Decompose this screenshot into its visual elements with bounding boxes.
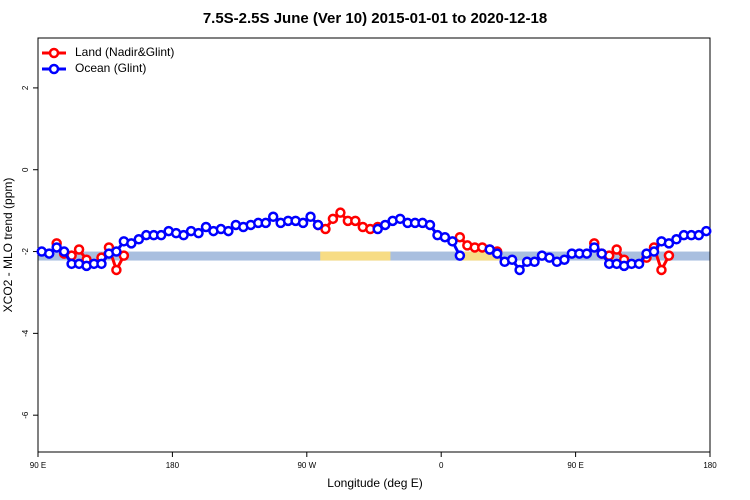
data-point	[58, 246, 70, 257]
x-tick-label: 180	[703, 461, 717, 470]
data-point	[671, 234, 682, 245]
x-tick-label: 90 E	[30, 461, 46, 470]
data-point	[133, 234, 145, 245]
data-point	[514, 264, 525, 276]
data-point	[596, 248, 607, 259]
data-point	[581, 248, 593, 259]
data-point	[701, 225, 712, 237]
data-point	[312, 219, 324, 231]
data-point	[663, 250, 675, 261]
series-line	[55, 210, 671, 274]
data-point	[327, 213, 339, 225]
data-point	[379, 219, 391, 231]
chart-title: 7.5S-2.5S June (Ver 10) 2015-01-01 to 20…	[203, 10, 547, 27]
data-point	[693, 229, 705, 241]
y-axis-label: XCO2 - MLO trend (ppm)	[1, 178, 15, 313]
data-point	[439, 231, 451, 243]
data-point	[394, 213, 406, 225]
data-point	[559, 254, 570, 265]
data-point	[350, 215, 361, 227]
data-point	[223, 225, 234, 237]
x-axis-label: Longitude (deg E)	[327, 476, 422, 490]
data-point	[297, 217, 309, 229]
data-point	[51, 242, 62, 253]
data-point	[96, 258, 107, 270]
data-point	[611, 244, 622, 255]
data-point	[633, 258, 645, 270]
y-tick-label: 2	[21, 85, 30, 90]
land-band	[320, 251, 391, 261]
data-point	[200, 221, 212, 233]
data-point	[118, 250, 130, 261]
plot-frame	[37, 37, 711, 453]
data-point	[589, 242, 600, 253]
y-tick-label: 0	[21, 167, 30, 172]
data-point	[491, 248, 503, 259]
data-point	[126, 238, 137, 249]
data-point	[656, 264, 667, 276]
data-point	[663, 238, 675, 249]
data-point	[484, 244, 495, 255]
legend-label: Ocean (Glint)	[75, 61, 146, 75]
legend-marker	[48, 47, 60, 59]
data-point	[267, 211, 279, 223]
x-tick-label: 90 W	[297, 461, 316, 470]
y-tick-label: -6	[21, 411, 30, 419]
x-tick-label: 0	[439, 461, 444, 470]
data-point	[43, 248, 55, 259]
data-point	[529, 256, 540, 268]
data-point	[544, 252, 555, 263]
data-point	[111, 246, 122, 257]
data-point	[155, 229, 167, 241]
data-point	[506, 254, 518, 265]
legend-marker	[48, 63, 60, 75]
data-point	[447, 236, 458, 247]
data-point	[193, 227, 204, 239]
data-point	[454, 231, 466, 243]
data-point	[73, 244, 85, 255]
legend-label: Land (Nadir&Glint)	[75, 45, 174, 59]
data-point	[320, 223, 331, 235]
data-point	[648, 246, 660, 257]
data-point	[372, 223, 383, 235]
x-tick-label: 180	[166, 461, 180, 470]
y-tick-label: -4	[21, 329, 30, 337]
data-point	[305, 211, 316, 223]
land-band	[460, 251, 500, 261]
y-tick-label: -2	[21, 247, 30, 255]
data-point	[111, 264, 122, 276]
data-point	[260, 217, 271, 229]
data-point	[454, 250, 466, 261]
data-point	[424, 219, 436, 231]
data-point	[335, 207, 346, 218]
data-point	[178, 229, 189, 241]
x-tick-label: 90 E	[567, 461, 583, 470]
